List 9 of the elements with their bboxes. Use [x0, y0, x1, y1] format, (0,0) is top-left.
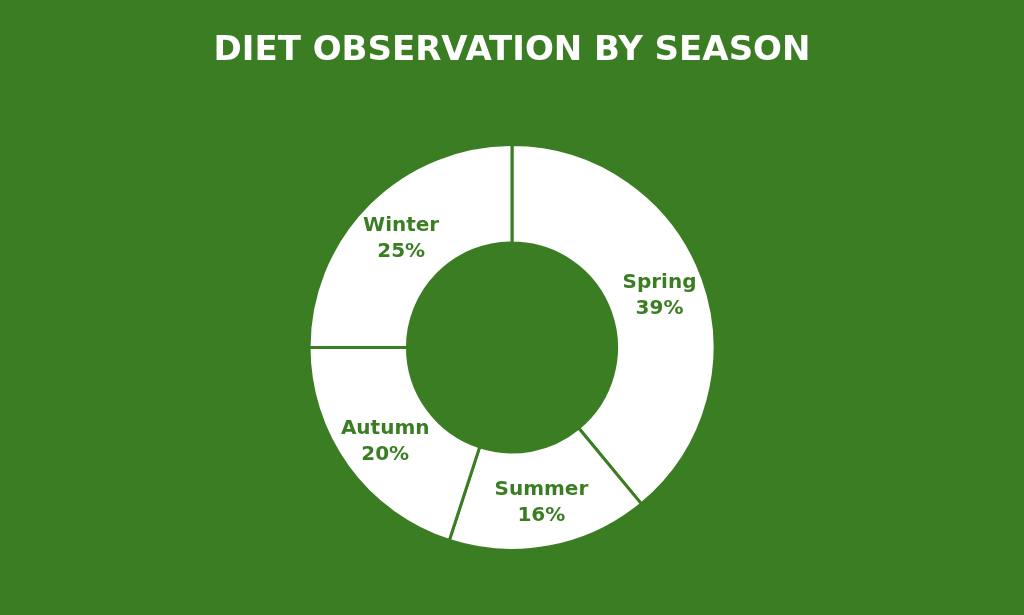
data-label: 25% — [377, 237, 426, 262]
data-label: 39% — [635, 295, 684, 320]
data-label: 16% — [517, 502, 566, 527]
data-label: 20% — [361, 440, 410, 465]
slice-label: Spring — [622, 269, 697, 294]
slice-label: Winter — [363, 211, 440, 236]
slice-label: Autumn — [340, 414, 430, 439]
chart-title: DIET OBSERVATION BY SEASON — [213, 28, 811, 68]
slice-label: Summer — [494, 476, 589, 501]
